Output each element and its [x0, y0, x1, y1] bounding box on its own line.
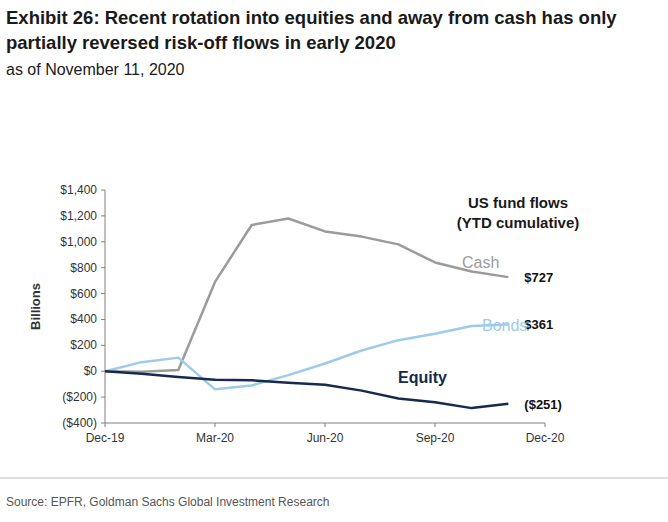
series-line: [105, 371, 508, 408]
annotation: (YTD cumulative): [457, 214, 580, 231]
y-tick-label: $0: [84, 364, 98, 378]
y-tick-label: $1,000: [60, 235, 97, 249]
title: Exhibit 26: Recent rotation into equitie…: [6, 7, 617, 53]
y-axis-label: Billions: [28, 283, 43, 330]
y-tick: [101, 190, 105, 191]
y-tick-label: $600: [70, 287, 97, 301]
series-name: Bonds: [482, 317, 527, 334]
y-tick: [101, 267, 105, 268]
x-tick-label: Dec-19: [86, 431, 125, 445]
y-tick: [101, 371, 105, 372]
chart: Exhibit 26: Recent rotation into equitie…: [0, 0, 668, 522]
x-tick: [105, 423, 106, 427]
y-tick: [101, 423, 105, 424]
plot-area: [105, 218, 508, 408]
series-line: [105, 324, 508, 389]
x-tick: [545, 423, 546, 427]
y-tick-label: $200: [70, 338, 97, 352]
y-tick-label: $800: [70, 261, 97, 275]
x-tick-label: Jun-20: [307, 431, 344, 445]
y-tick: [101, 241, 105, 242]
data-label: $361: [524, 317, 553, 332]
x-tick-label: Dec-20: [526, 431, 565, 445]
y-tick: [101, 345, 105, 346]
y-tick-label: $1,400: [60, 183, 97, 197]
y-tick: [101, 319, 105, 320]
y-tick-label: ($200): [62, 390, 97, 404]
annotation: US fund flows: [468, 194, 568, 211]
source: Source: EPFR, Goldman Sachs Global Inves…: [6, 495, 329, 509]
y-tick: [101, 293, 105, 294]
y-tick-label: ($400): [62, 416, 97, 430]
separator: [0, 478, 668, 479]
y-tick-label: $400: [70, 312, 97, 326]
x-tick-label: Mar-20: [196, 431, 234, 445]
x-tick-label: Sep-20: [416, 431, 455, 445]
data-label: ($251): [524, 397, 562, 412]
x-tick: [435, 423, 436, 427]
subtitle: as of November 11, 2020: [6, 61, 185, 78]
y-tick: [101, 215, 105, 216]
data-label: $727: [524, 270, 553, 285]
x-tick: [215, 423, 216, 427]
series-name: Cash: [462, 254, 499, 271]
series-line: [105, 218, 508, 371]
y-tick: [101, 397, 105, 398]
y-tick-label: $1,200: [60, 209, 97, 223]
series-name: Equity: [398, 369, 447, 386]
x-tick: [325, 423, 326, 427]
y-axis: [105, 190, 106, 423]
